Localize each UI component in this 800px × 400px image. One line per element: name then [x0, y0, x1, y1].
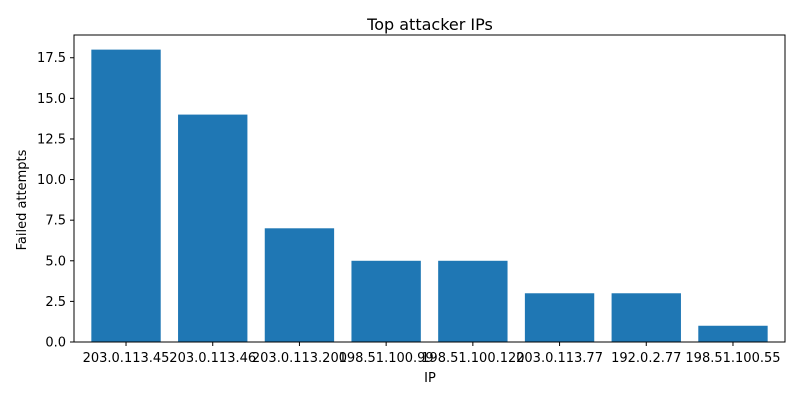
- x-tick-label: 192.0.2.77: [611, 351, 681, 366]
- y-tick-label: 17.5: [37, 51, 66, 66]
- bar-203.0.113.45: [91, 49, 161, 342]
- bar-192.0.2.77: [611, 293, 681, 342]
- y-ticks-group: 0.0 2.5 5.0 7.5 10.0 12.5 15.0 17.5: [37, 51, 74, 351]
- x-tick-label: 203.0.113.77: [516, 351, 603, 366]
- x-tick-label: 203.0.113.200: [252, 351, 347, 366]
- bar-203.0.113.200: [264, 228, 335, 342]
- bars-group: [91, 49, 768, 342]
- x-tick-label: 198.51.100.55: [685, 351, 780, 366]
- chart-title: Top attacker IPs: [366, 15, 493, 34]
- bar-203.0.113.46: [178, 114, 248, 342]
- x-tick-label: 198.51.100.99: [339, 351, 434, 366]
- plot-frame: [73, 34, 786, 343]
- y-tick-label: 2.5: [45, 295, 66, 310]
- y-tick-label: 12.5: [37, 132, 66, 147]
- x-tick-label: 203.0.113.45: [83, 351, 170, 366]
- x-tick-label: 203.0.113.46: [169, 351, 256, 366]
- x-tick-label: 198.51.100.120: [421, 351, 524, 366]
- y-tick-label: 0.0: [45, 336, 66, 351]
- x-axis-label: IP: [424, 371, 436, 386]
- y-tick-label: 7.5: [45, 214, 66, 229]
- y-tick-label: 5.0: [45, 254, 66, 269]
- y-axis-label: Failed attempts: [15, 149, 30, 250]
- bar-198.51.100.55: [698, 325, 768, 342]
- bar-198.51.100.99: [351, 260, 421, 342]
- y-tick-label: 10.0: [37, 173, 66, 188]
- x-ticks-group: 203.0.113.45 203.0.113.46203.0.113.200198…: [83, 342, 781, 366]
- bar-198.51.100.120: [438, 260, 508, 342]
- y-tick-label: 15.0: [37, 92, 66, 107]
- bar-203.0.113.77: [524, 293, 595, 342]
